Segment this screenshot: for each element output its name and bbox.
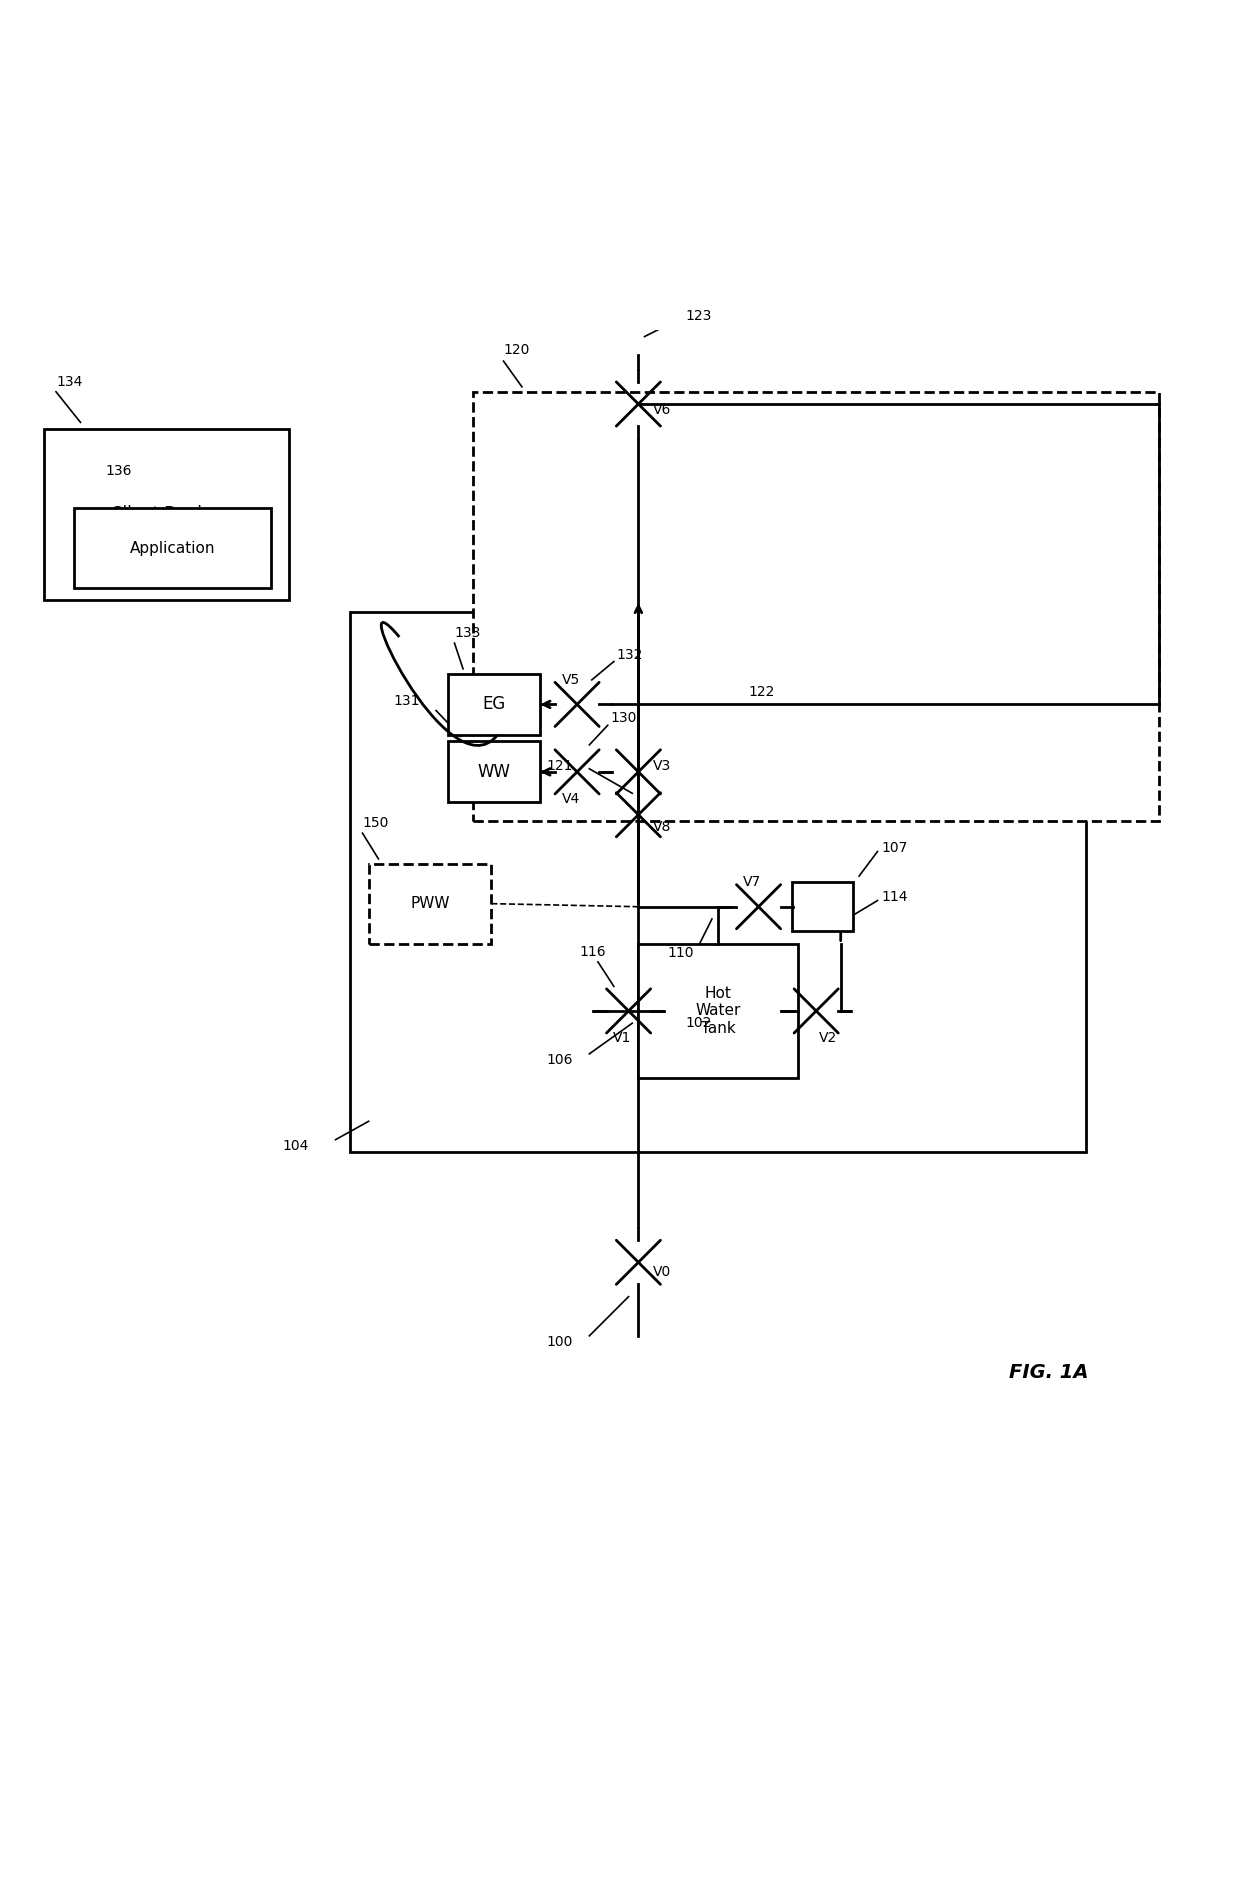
Text: Hot
Water
Tank: Hot Water Tank [696,987,740,1036]
Text: FIG. 1A: FIG. 1A [1009,1362,1089,1381]
Text: V3: V3 [653,759,671,772]
Text: V4: V4 [562,793,580,806]
Text: 131: 131 [393,694,419,708]
Text: 110: 110 [667,945,693,960]
Text: V8: V8 [653,821,672,834]
Text: 130: 130 [610,711,636,725]
Text: 102: 102 [684,1017,712,1030]
Text: 106: 106 [547,1053,573,1066]
Text: 121: 121 [547,759,573,774]
Text: 133: 133 [455,626,481,640]
Bar [74,508,270,589]
Text: WW: WW [477,762,511,781]
Bar [449,742,541,802]
Text: 123: 123 [684,309,712,323]
Text: Application: Application [130,540,216,555]
Bar [368,864,491,944]
Bar [449,674,541,736]
Text: V6: V6 [653,404,672,417]
Bar [43,428,289,600]
Text: 120: 120 [503,343,529,357]
Text: 104: 104 [283,1140,309,1153]
Text: 136: 136 [105,464,131,479]
Text: 114: 114 [882,891,908,904]
Text: 100: 100 [547,1334,573,1349]
Text: Client Device: Client Device [112,506,222,523]
Bar [472,392,1159,821]
Text: 116: 116 [579,945,606,959]
Text: EG: EG [482,696,506,713]
Text: 134: 134 [56,376,82,389]
Text: V1: V1 [614,1030,631,1045]
Bar [350,613,1086,1151]
Text: PWW: PWW [410,896,450,911]
Text: 107: 107 [882,842,908,855]
Text: 150: 150 [362,817,389,830]
Bar [639,944,797,1077]
Text: 132: 132 [616,649,642,662]
Bar [791,883,853,932]
Text: V0: V0 [653,1264,671,1279]
Text: V5: V5 [562,674,580,687]
Text: V2: V2 [818,1030,837,1045]
Text: V7: V7 [743,876,761,889]
Text: 122: 122 [749,685,775,700]
